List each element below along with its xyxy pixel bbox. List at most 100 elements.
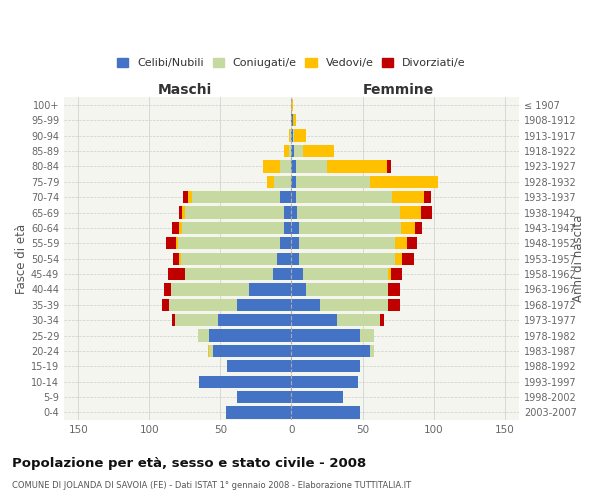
Bar <box>303 145 334 157</box>
Text: COMUNE DI JOLANDA DI SAVOIA (FE) - Dati ISTAT 1° gennaio 2008 - Elaborazione TUT: COMUNE DI JOLANDA DI SAVOIA (FE) - Dati … <box>12 481 411 490</box>
Y-axis label: Fasce di età: Fasce di età <box>15 224 28 294</box>
Bar <box>218 314 292 326</box>
Bar <box>273 268 292 280</box>
Bar <box>284 222 292 234</box>
Bar <box>280 160 292 172</box>
Bar <box>292 406 360 418</box>
Bar <box>296 191 392 203</box>
Bar <box>299 222 401 234</box>
Bar <box>178 237 280 250</box>
Text: Popolazione per età, sesso e stato civile - 2008: Popolazione per età, sesso e stato civil… <box>12 458 366 470</box>
Bar <box>185 268 273 280</box>
Bar <box>213 345 292 357</box>
Bar <box>392 191 424 203</box>
Bar <box>360 330 374 342</box>
Bar <box>337 314 380 326</box>
Bar <box>249 284 292 296</box>
Bar <box>238 298 292 311</box>
Bar <box>289 130 290 142</box>
Bar <box>284 206 292 218</box>
Bar <box>292 145 295 157</box>
Bar <box>238 391 292 403</box>
Text: Femmine: Femmine <box>362 83 434 97</box>
Bar <box>296 176 370 188</box>
Bar <box>415 222 422 234</box>
Bar <box>292 237 299 250</box>
Bar <box>172 222 179 234</box>
Bar <box>208 345 209 357</box>
Bar <box>292 98 293 111</box>
Bar <box>292 191 296 203</box>
Bar <box>292 376 358 388</box>
Y-axis label: Anni di nascita: Anni di nascita <box>572 215 585 302</box>
Bar <box>293 130 295 142</box>
Bar <box>162 298 169 311</box>
Bar <box>395 252 403 265</box>
Bar <box>192 191 280 203</box>
Bar <box>289 145 292 157</box>
Bar <box>292 252 299 265</box>
Bar <box>263 160 280 172</box>
Bar <box>305 284 388 296</box>
Bar <box>280 237 292 250</box>
Bar <box>175 314 218 326</box>
Bar <box>199 376 292 388</box>
Bar <box>182 222 284 234</box>
Bar <box>179 206 182 218</box>
Bar <box>277 252 292 265</box>
Bar <box>284 145 289 157</box>
Bar <box>327 160 387 172</box>
Bar <box>292 268 303 280</box>
Bar <box>197 330 209 342</box>
Bar <box>292 391 343 403</box>
Bar <box>407 237 416 250</box>
Bar <box>395 237 407 250</box>
Bar <box>303 268 388 280</box>
Bar <box>292 284 305 296</box>
Bar <box>387 160 391 172</box>
Bar <box>292 330 360 342</box>
Bar <box>296 160 327 172</box>
Bar <box>388 284 400 296</box>
Bar <box>299 237 395 250</box>
Bar <box>320 298 388 311</box>
Bar <box>268 176 274 188</box>
Bar <box>181 252 277 265</box>
Bar <box>295 130 305 142</box>
Bar <box>400 206 421 218</box>
Bar <box>227 360 292 372</box>
Bar <box>209 345 213 357</box>
Bar <box>226 406 292 418</box>
Bar <box>295 145 303 157</box>
Bar <box>401 222 415 234</box>
Bar <box>185 206 284 218</box>
Bar <box>388 298 400 311</box>
Bar <box>292 298 320 311</box>
Bar <box>297 206 400 218</box>
Bar <box>164 284 170 296</box>
Bar <box>184 191 188 203</box>
Bar <box>292 130 293 142</box>
Bar <box>292 160 296 172</box>
Bar <box>292 345 370 357</box>
Bar <box>170 284 249 296</box>
Bar <box>380 314 384 326</box>
Bar <box>290 130 292 142</box>
Bar <box>280 191 292 203</box>
Bar <box>169 298 238 311</box>
Text: Maschi: Maschi <box>158 83 212 97</box>
Bar <box>179 252 181 265</box>
Bar <box>172 314 175 326</box>
Bar <box>292 222 299 234</box>
Legend: Celibi/Nubili, Coniugati/e, Vedovi/e, Divorziati/e: Celibi/Nubili, Coniugati/e, Vedovi/e, Di… <box>114 54 469 72</box>
Bar <box>299 252 395 265</box>
Bar <box>370 345 374 357</box>
Bar <box>424 191 431 203</box>
Bar <box>292 314 337 326</box>
Bar <box>292 176 296 188</box>
Bar <box>391 268 403 280</box>
Bar <box>370 176 438 188</box>
Bar <box>274 176 292 188</box>
Bar <box>179 222 182 234</box>
Bar <box>292 114 293 126</box>
